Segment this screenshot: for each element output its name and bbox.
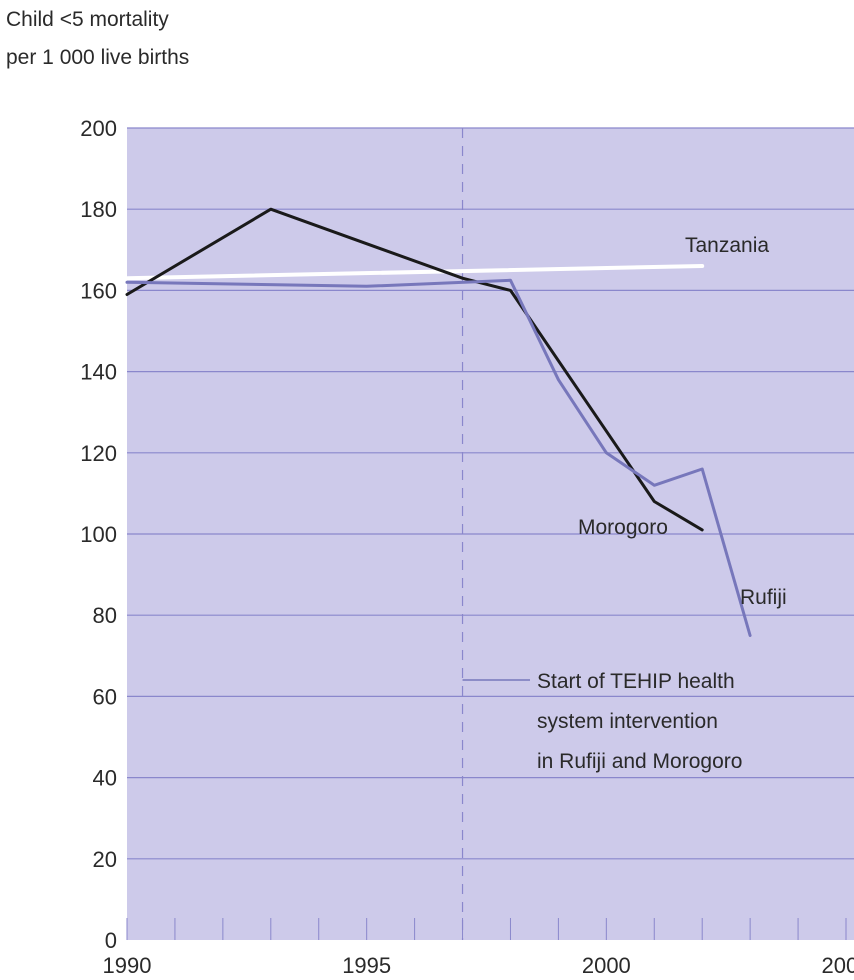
x-tick-label-1995: 1995 [342, 953, 391, 978]
annotation-text-line-3: in Rufiji and Morogoro [537, 750, 742, 773]
y-tick-label-120: 120 [80, 441, 117, 466]
x-axis-strip [127, 940, 854, 980]
series-label-morogoro: Morogoro [578, 516, 668, 539]
series-line-morogoro [125, 207, 704, 532]
y-tick-label-200: 200 [80, 116, 117, 141]
y-tick-label-20: 20 [93, 847, 117, 872]
series-label-rufiji: Rufiji [740, 586, 787, 609]
y-axis-title-band: Child <5 mortality per 1 000 live births [0, 0, 854, 92]
top-margin-panel [127, 92, 854, 128]
x-tick-label-2000: 2000 [582, 953, 631, 978]
y-tick-label-100: 100 [80, 522, 117, 547]
y-axis-title-line-2: per 1 000 live births [6, 46, 190, 69]
y-tick-label-0: 0 [105, 928, 117, 953]
x-tick-label-1990: 1990 [103, 953, 152, 978]
x-tick-label-2005: 2005 [822, 953, 854, 978]
y-tick-label-80: 80 [93, 603, 117, 628]
series-label-tanzania: Tanzania [685, 234, 769, 257]
annotation-text-line-1: Start of TEHIP health [537, 670, 735, 693]
y-tick-label-140: 140 [80, 360, 117, 385]
y-axis-title-line-1: Child <5 mortality [6, 8, 169, 31]
y-tick-label-40: 40 [93, 766, 117, 791]
annotation-text-line-2: system intervention [537, 710, 718, 733]
y-tick-label-180: 180 [80, 197, 117, 222]
y-tick-label-60: 60 [93, 684, 117, 709]
series-line-tanzania [125, 264, 705, 281]
series-line-rufiji [125, 278, 752, 637]
left-margin-panel [0, 92, 127, 980]
y-tick-label-160: 160 [80, 278, 117, 303]
